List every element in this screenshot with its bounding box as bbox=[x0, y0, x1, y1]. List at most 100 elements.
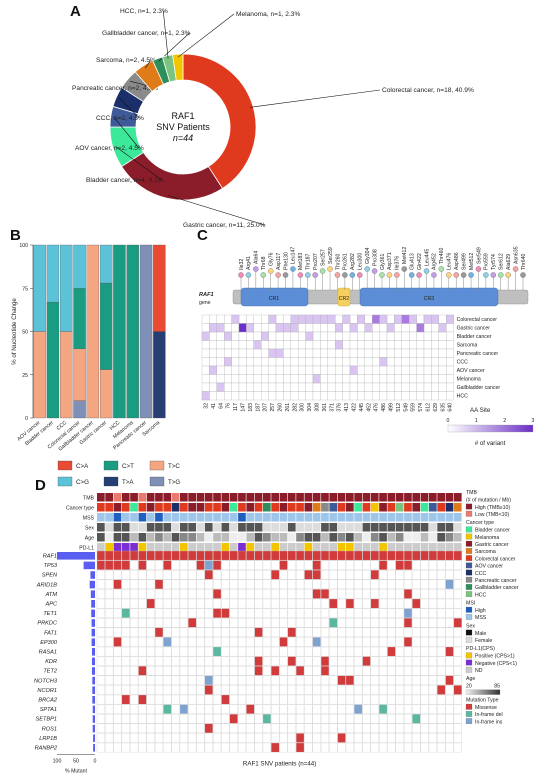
oncoprint-cell bbox=[237, 685, 247, 695]
oncoprint-cell bbox=[171, 656, 180, 666]
oncoprint-cell bbox=[387, 627, 396, 638]
oncoprint-cell bbox=[453, 627, 462, 638]
variant-label: Ile32 bbox=[239, 259, 245, 270]
oncoprint-cell bbox=[204, 608, 213, 618]
oncoprint-cell bbox=[254, 589, 263, 599]
tmb-cell bbox=[188, 493, 196, 502]
pdl1-cell bbox=[113, 543, 122, 552]
age-cell bbox=[362, 533, 371, 542]
oncoprint-cell bbox=[420, 685, 429, 695]
slice-label: Bladder cancer, n=4, 9.1% bbox=[86, 177, 164, 184]
oncoprint-cell bbox=[138, 637, 147, 647]
pdl1-cell bbox=[146, 543, 155, 552]
oncoprint-cell bbox=[279, 685, 288, 695]
percent-mutant-bar bbox=[57, 552, 95, 560]
oncoprint-cell bbox=[370, 550, 379, 561]
oncoprint-cell bbox=[296, 589, 305, 599]
sex-cell bbox=[412, 523, 421, 532]
oncoprint-cell bbox=[387, 685, 396, 695]
legend-item-label: HCC bbox=[475, 592, 486, 598]
bar-segment bbox=[60, 244, 73, 332]
cancer-type-cell bbox=[204, 503, 213, 512]
oncoprint-cell bbox=[146, 637, 155, 647]
heat-cell bbox=[357, 331, 365, 341]
heat-cell bbox=[209, 391, 217, 401]
oncoprint-cell bbox=[138, 646, 147, 657]
oncoprint-cell bbox=[154, 733, 164, 743]
slice-label: AOV cancer, n=2, 4.5% bbox=[75, 145, 144, 152]
oncoprint-cell bbox=[354, 560, 363, 570]
bar-segment bbox=[86, 244, 100, 419]
oncoprint-cell bbox=[412, 560, 421, 570]
cancer-type-cell bbox=[113, 503, 122, 512]
oncoprint-cell bbox=[121, 685, 130, 695]
oncoprint-cell bbox=[271, 637, 280, 647]
legend-header: MSI bbox=[466, 601, 475, 607]
oncoprint-cell bbox=[113, 666, 122, 676]
oncoprint-cell bbox=[254, 598, 263, 609]
oncoprint-cell bbox=[229, 637, 238, 647]
heat-cell bbox=[298, 382, 306, 392]
oncoprint-cell bbox=[395, 704, 404, 714]
pdl1-cell bbox=[329, 543, 338, 552]
oncoprint-cell bbox=[113, 723, 122, 734]
oncoprint-cell bbox=[379, 570, 388, 580]
heat-cell bbox=[409, 357, 417, 367]
oncoprint-cell bbox=[445, 723, 454, 734]
msi-cell bbox=[221, 513, 230, 522]
percent-mutant-bar bbox=[91, 638, 95, 646]
heat-cell bbox=[386, 391, 395, 401]
legend-swatch bbox=[465, 614, 473, 620]
heat-cell-filled bbox=[305, 331, 314, 341]
oncoprint-cell bbox=[345, 666, 354, 676]
tmb-cell bbox=[312, 493, 321, 502]
msi-cell bbox=[146, 513, 155, 522]
oncoprint-cell bbox=[229, 742, 238, 753]
sex-cell bbox=[97, 523, 105, 532]
oncoprint-cell bbox=[362, 570, 371, 580]
heat-cell bbox=[201, 340, 210, 350]
oncoprint-cell bbox=[312, 570, 321, 580]
heat-cell bbox=[401, 323, 410, 333]
msi-cell bbox=[437, 513, 445, 522]
oncoprint-cell bbox=[345, 675, 354, 686]
oncoprint-cell bbox=[320, 685, 330, 695]
oncoprint-cell bbox=[287, 646, 296, 657]
oncoprint-cell bbox=[337, 627, 346, 638]
oncoprint-cell bbox=[437, 618, 446, 628]
heat-cell bbox=[431, 391, 439, 401]
oncoprint-cell bbox=[96, 675, 105, 686]
pdl1-cell bbox=[312, 543, 321, 552]
oncoprint-cell bbox=[287, 742, 296, 753]
oncoprint-cell bbox=[221, 656, 230, 666]
percent-mutant-bar bbox=[91, 657, 95, 666]
variant-label: Asp117 bbox=[276, 253, 282, 270]
oncoprint-cell bbox=[121, 675, 130, 686]
oncoprint-cell bbox=[163, 675, 172, 686]
oncoprint-cell bbox=[354, 733, 363, 743]
oncoprint-cell bbox=[196, 570, 205, 580]
bar-segment bbox=[73, 400, 86, 419]
variant-label: Pro559 bbox=[484, 253, 490, 270]
aa-site-label: 512 bbox=[396, 403, 402, 412]
oncoprint-cell bbox=[387, 704, 396, 714]
oncoprint-cell bbox=[246, 637, 255, 647]
msi-cell bbox=[138, 513, 147, 522]
heat-cell bbox=[320, 323, 328, 333]
age-cell bbox=[97, 533, 105, 542]
heat-cell-filled bbox=[201, 331, 210, 341]
oncoprint-cell bbox=[453, 579, 462, 590]
oncoprint-cell bbox=[213, 742, 222, 753]
oncoprint-cell bbox=[304, 637, 313, 647]
oncoprint-cell bbox=[412, 589, 421, 599]
oncoprint-cell bbox=[387, 646, 396, 657]
oncoprint-cell bbox=[379, 646, 388, 657]
oncoprint-cell bbox=[337, 598, 346, 609]
oncoprint-cell bbox=[345, 618, 354, 628]
oncoprint-cell bbox=[428, 685, 437, 695]
cancer-type-cell bbox=[188, 503, 196, 512]
legend-swatch bbox=[103, 476, 119, 487]
oncoprint-cell bbox=[453, 694, 462, 705]
heat-cell-filled bbox=[357, 314, 365, 324]
oncoprint-cell bbox=[188, 598, 197, 609]
